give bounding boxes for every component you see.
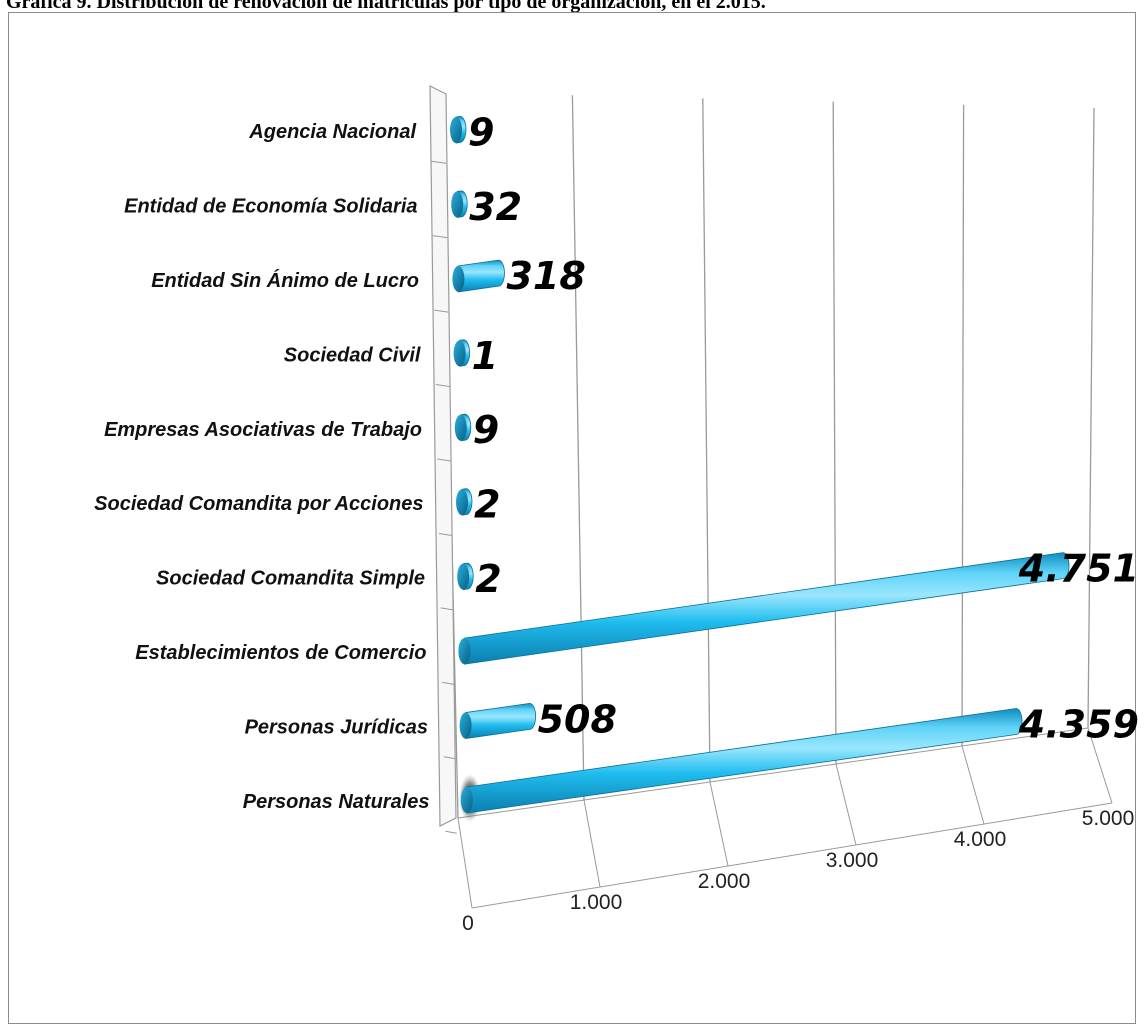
category-tick	[440, 607, 454, 611]
category-label: Empresas Asociativas de Trabajo	[104, 419, 422, 441]
bar-cap	[456, 489, 468, 516]
bar-cap	[453, 340, 466, 367]
bar-cap	[451, 191, 464, 218]
gridline	[1087, 107, 1095, 729]
value-label: 4.751	[1018, 547, 1139, 591]
value-label: 508	[538, 697, 617, 741]
side-wall	[429, 85, 457, 827]
bar-cap	[457, 563, 470, 590]
bar	[465, 703, 537, 740]
gridline	[571, 95, 585, 801]
bar-cap	[452, 265, 465, 292]
floor-back-edge	[457, 727, 1089, 819]
x-tick-label: 1.000	[570, 891, 623, 914]
category-tick	[432, 235, 448, 239]
bar-cap	[458, 638, 471, 665]
bar	[466, 708, 1023, 814]
floor-line	[961, 745, 985, 825]
bar-cap	[454, 414, 467, 441]
category-tick	[443, 756, 456, 760]
gridline	[832, 101, 837, 765]
chart-frame	[8, 12, 1136, 1024]
bar-cap	[459, 712, 472, 739]
category-label: Personas Jurídicas	[245, 717, 428, 739]
category-label: Agencia Nacional	[248, 121, 416, 143]
gridline	[961, 104, 965, 747]
x-tick-label: 5.000	[1082, 807, 1135, 830]
category-tick	[430, 160, 447, 164]
value-label: 318	[506, 254, 585, 298]
value-label: 9	[468, 110, 494, 154]
value-label: 2	[475, 557, 501, 601]
chart-title: Gráfica 9. Distribución de renovación de…	[6, 0, 766, 13]
category-tick	[437, 458, 451, 462]
x-tick-label: 2.000	[698, 870, 751, 893]
bar-cap	[450, 117, 462, 143]
category-label: Entidad Sin Ánimo de Lucro	[151, 269, 419, 292]
bar-cap	[460, 787, 473, 813]
category-label: Entidad de Economía Solidaria	[124, 195, 417, 217]
value-label: 4.359	[1018, 703, 1139, 747]
value-label: 1	[472, 334, 498, 378]
category-tick	[434, 309, 449, 313]
floor-line	[835, 763, 857, 846]
category-tick	[438, 532, 453, 536]
x-tick-label: 4.000	[954, 828, 1007, 851]
category-tick	[445, 830, 457, 834]
x-tick-label: 3.000	[826, 849, 879, 872]
category-tick	[435, 384, 450, 388]
floor-line	[1087, 727, 1113, 804]
category-tick	[442, 681, 455, 685]
category-label: Sociedad Civil	[284, 344, 421, 366]
category-label: Sociedad Comandita por Acciones	[94, 493, 423, 515]
value-label: 9	[473, 408, 499, 452]
value-label: 32	[469, 185, 522, 229]
gridline	[702, 98, 711, 783]
category-label: Establecimientos de Comercio	[135, 642, 426, 664]
floor-line	[583, 799, 601, 888]
bar	[458, 259, 505, 293]
floor-line	[457, 817, 473, 909]
value-label: 2	[474, 483, 500, 527]
floor-front-edge	[471, 802, 1113, 909]
bar	[464, 552, 1070, 665]
category-label: Sociedad Comandita Simple	[156, 568, 425, 590]
floor-line	[709, 781, 729, 867]
x-tick-label: 0	[462, 912, 474, 935]
category-label: Personas Naturales	[243, 791, 430, 813]
